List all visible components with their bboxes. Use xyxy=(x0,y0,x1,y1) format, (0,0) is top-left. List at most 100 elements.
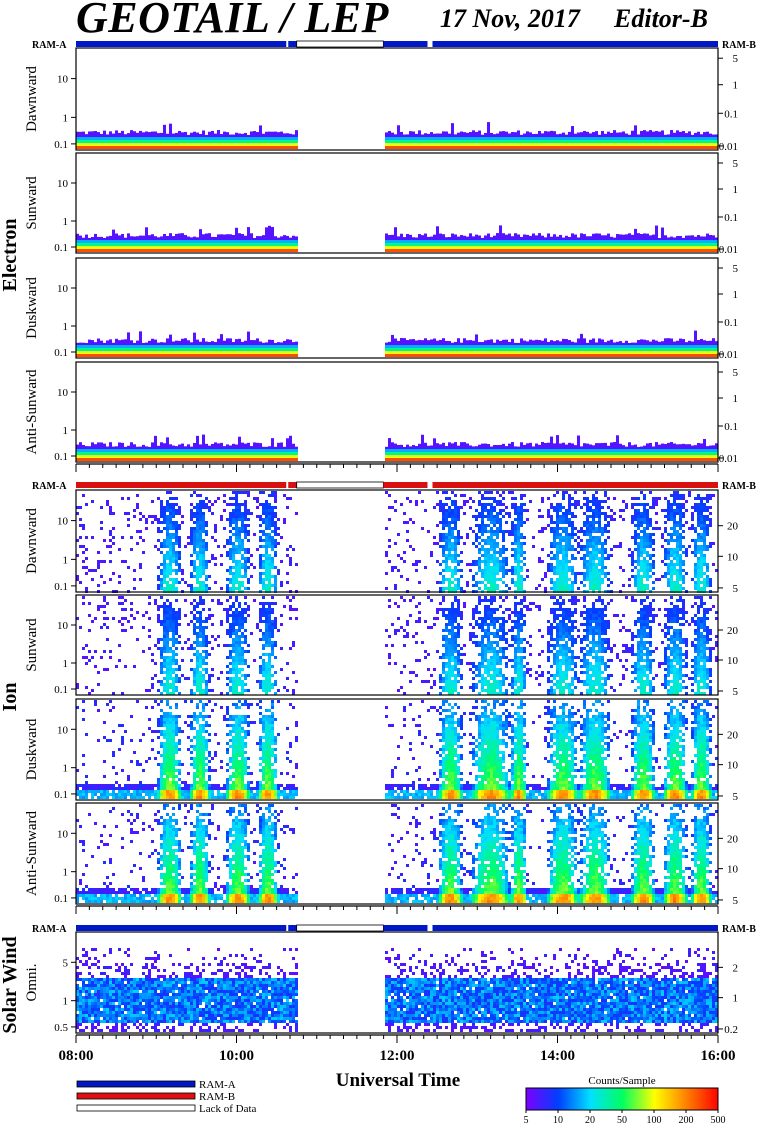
x-tick-label: 10:00 xyxy=(219,1048,254,1064)
ram-left-label: RAM-A xyxy=(32,924,67,935)
legend-label: RAM-A xyxy=(199,1079,236,1091)
y-tick-label: 1 xyxy=(63,554,69,566)
date-label: 17 Nov, 2017 xyxy=(440,4,580,33)
legend-swatch xyxy=(76,1080,196,1088)
panel-label: Duskward xyxy=(24,718,40,780)
y2-tick-label: 5 xyxy=(733,895,739,907)
y2-tick-label: 5 xyxy=(733,686,739,698)
colorbar-tick-label: 100 xyxy=(647,1115,662,1126)
y-tick-label: 1 xyxy=(63,425,69,437)
y2-tick-label: 0.01 xyxy=(719,244,738,256)
panel-frame xyxy=(75,489,719,593)
y-tick-label: 1 xyxy=(63,763,69,775)
y2-tick-label: 5 xyxy=(733,583,739,595)
legend-label: RAM-B xyxy=(199,1091,235,1103)
panel-label: Duskward xyxy=(24,277,40,339)
y2-tick-label: 5 xyxy=(733,367,739,379)
y2-tick-label: 0.01 xyxy=(719,349,738,361)
panel-dawnward xyxy=(75,489,719,593)
y-tick-label: 0.1 xyxy=(54,347,68,359)
y-tick-label: 0.1 xyxy=(54,242,68,254)
x-tick-label: 16:00 xyxy=(701,1048,736,1064)
panel-label: Sunward xyxy=(24,176,40,230)
time-axis xyxy=(75,905,719,914)
panel-anti-sunward xyxy=(75,361,719,463)
y-tick-label: 1 xyxy=(63,658,69,670)
y-tick-label: 0.5 xyxy=(54,1022,68,1034)
ram-right-label: RAM-B xyxy=(722,40,756,51)
panel-frame xyxy=(75,698,719,801)
y2-tick-label: 2 xyxy=(733,962,739,974)
ram-bar xyxy=(76,924,718,932)
y-tick-label: 0.1 xyxy=(54,789,68,801)
colorbar-tick-label: 200 xyxy=(679,1115,694,1126)
y2-tick-label: 0.1 xyxy=(724,108,738,120)
y-tick-label: 10 xyxy=(57,74,69,86)
panel-frame xyxy=(75,594,719,696)
x-tick-label: 12:00 xyxy=(380,1048,415,1064)
y2-tick-label: 0.1 xyxy=(724,317,738,329)
panel-anti-sunward xyxy=(75,802,719,905)
ram-left-label: RAM-A xyxy=(32,481,67,492)
y-tick-label: 1 xyxy=(63,321,69,333)
y2-tick-label: 1 xyxy=(733,289,739,301)
ram-left-label: RAM-A xyxy=(32,40,67,51)
panel-duskward xyxy=(75,257,719,359)
panel-label: Dawnward xyxy=(24,508,40,574)
colorbar-tick-label: 10 xyxy=(553,1115,563,1126)
y2-tick-label: 0.01 xyxy=(719,453,738,465)
colorbar-tick-label: 500 xyxy=(711,1115,726,1126)
y-tick-label: 1 xyxy=(63,867,69,879)
colorbar-tick-label: 20 xyxy=(585,1115,595,1126)
group-label: Ion xyxy=(0,683,21,712)
y2-tick-label: 20 xyxy=(727,521,739,533)
x-axis-label: Universal Time xyxy=(336,1070,460,1091)
y2-tick-label: 20 xyxy=(727,833,739,845)
y2-tick-label: 0.1 xyxy=(724,212,738,224)
editor-label: Editor-B xyxy=(614,4,708,33)
y2-tick-label: 1 xyxy=(733,393,739,405)
y2-tick-label: 10 xyxy=(727,551,739,563)
panel-omni- xyxy=(75,931,719,1034)
time-axis xyxy=(75,1034,719,1043)
y-tick-label: 0.1 xyxy=(54,451,68,463)
y-tick-label: 0.1 xyxy=(54,581,68,593)
legend-label: Lack of Data xyxy=(199,1103,257,1115)
colorbar xyxy=(525,1087,719,1111)
y-tick-label: 1 xyxy=(63,112,69,124)
time-axis xyxy=(75,463,719,472)
colorbar-tick-label: 5 xyxy=(524,1115,529,1126)
x-tick-label: 08:00 xyxy=(59,1048,94,1064)
panel-label: Dawnward xyxy=(24,66,40,132)
panel-frame xyxy=(75,802,719,905)
panel-frame xyxy=(75,47,719,151)
y-tick-label: 10 xyxy=(57,620,69,632)
y-tick-label: 10 xyxy=(57,516,69,528)
y-tick-label: 10 xyxy=(57,283,69,295)
y2-tick-label: 10 xyxy=(727,864,739,876)
y2-tick-label: 1 xyxy=(733,184,739,196)
ram-bar xyxy=(76,481,718,489)
group-label: Electron xyxy=(0,219,21,292)
group-label: Solar Wind xyxy=(0,936,21,1033)
y2-tick-label: 10 xyxy=(727,655,739,667)
y2-tick-label: 20 xyxy=(727,625,739,637)
ram-right-label: RAM-B xyxy=(722,481,756,492)
x-tick-label: 14:00 xyxy=(540,1048,575,1064)
y-tick-label: 0.1 xyxy=(54,139,68,151)
page-title: GEOTAIL / LEP xyxy=(76,0,389,42)
panel-label: Sunward xyxy=(24,618,40,672)
legend-swatch xyxy=(76,1104,196,1112)
panel-sunward xyxy=(75,594,719,696)
y-tick-label: 10 xyxy=(57,178,69,190)
y-tick-label: 10 xyxy=(57,828,69,840)
colorbar-title: Counts/Sample xyxy=(588,1075,655,1087)
y2-tick-label: 5 xyxy=(733,263,739,275)
y-tick-label: 10 xyxy=(57,724,69,736)
y-tick-label: 0.1 xyxy=(54,684,68,696)
panel-label: Anti-Sunward xyxy=(24,369,40,454)
ram-bar xyxy=(76,40,718,48)
y2-tick-label: 5 xyxy=(733,791,739,803)
panel-frame xyxy=(75,361,719,463)
